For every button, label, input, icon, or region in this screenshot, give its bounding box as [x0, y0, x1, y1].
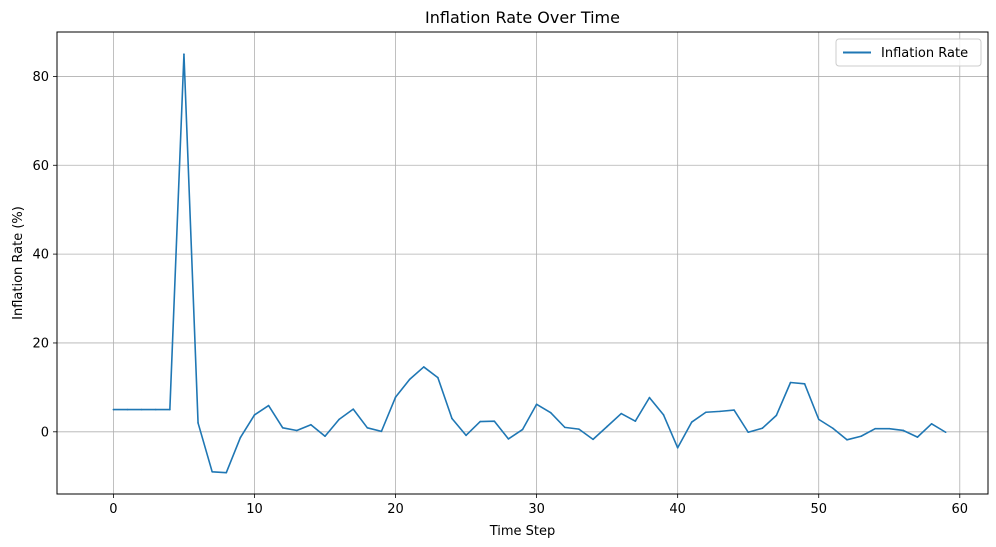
data-point	[846, 439, 848, 441]
data-point	[874, 427, 876, 430]
data-point	[183, 53, 185, 56]
legend-label: Inflation Rate	[881, 46, 968, 61]
data-point	[634, 420, 637, 422]
y-axis-ticks: 0 20 40 60 80	[32, 70, 57, 440]
data-point	[408, 378, 411, 381]
data-point	[916, 436, 919, 438]
data-point	[437, 376, 439, 379]
legend-box	[835, 38, 982, 67]
data-point	[888, 427, 891, 430]
data-point	[479, 420, 481, 423]
data-point	[930, 423, 933, 425]
data-point	[380, 430, 383, 433]
data-point	[733, 409, 735, 411]
data-point	[352, 408, 355, 410]
data-point	[465, 434, 467, 437]
data-point	[648, 396, 651, 399]
data-point	[860, 435, 862, 438]
data-point	[902, 429, 905, 432]
grid-lines	[57, 32, 988, 494]
data-point	[366, 427, 369, 429]
series-layer	[112, 53, 947, 474]
data-point	[564, 426, 566, 429]
x-tick-label: 50	[810, 502, 827, 517]
data-point	[676, 447, 679, 449]
chart-title: Inflation Rate Over Time	[425, 8, 620, 27]
x-tick-label: 10	[246, 502, 263, 517]
data-point	[817, 418, 820, 421]
y-axis-title: Inflation Rate (%)	[11, 206, 26, 320]
data-point	[832, 427, 834, 430]
data-point	[620, 412, 623, 415]
data-point	[324, 435, 326, 438]
data-point	[944, 431, 947, 434]
data-point	[775, 414, 778, 417]
data-point	[451, 417, 453, 420]
data-point	[267, 404, 270, 407]
data-point	[296, 429, 298, 432]
data-point	[507, 438, 510, 440]
y-tick-label: 0	[41, 425, 49, 440]
data-point	[549, 411, 552, 414]
x-tick-label: 30	[528, 502, 545, 517]
data-point	[112, 408, 115, 411]
data-point	[225, 471, 228, 474]
data-point	[606, 425, 608, 428]
plot-area-frame	[56, 31, 989, 495]
y-tick-label: 40	[32, 248, 49, 263]
data-point	[154, 408, 157, 411]
data-point	[253, 414, 256, 416]
data-point	[578, 428, 580, 430]
x-tick-label: 60	[952, 502, 969, 517]
data-point	[310, 423, 312, 426]
data-point	[747, 431, 749, 434]
data-point	[719, 410, 721, 413]
data-point	[662, 414, 665, 416]
y-tick-label: 80	[32, 70, 49, 85]
data-point	[761, 427, 764, 430]
legend: Inflation Rate	[835, 38, 982, 67]
x-axis-title: Time Step	[489, 524, 556, 539]
data-point	[197, 422, 199, 424]
y-tick-label: 60	[32, 159, 49, 174]
data-point	[140, 408, 143, 411]
data-point	[239, 436, 242, 439]
x-tick-label: 0	[109, 502, 117, 517]
data-point	[803, 383, 806, 385]
x-tick-label: 20	[387, 502, 404, 517]
x-tick-label: 40	[669, 502, 686, 517]
y-tick-label: 20	[32, 336, 49, 351]
data-point	[789, 381, 792, 384]
data-point	[535, 403, 538, 406]
data-point	[690, 421, 693, 423]
data-point	[592, 438, 594, 441]
data-point	[281, 427, 284, 429]
data-point	[705, 411, 707, 414]
data-point	[338, 418, 340, 421]
series-line	[113, 53, 947, 474]
data-point	[493, 420, 496, 422]
data-point	[126, 408, 129, 411]
data-point	[422, 366, 425, 368]
data-point	[211, 470, 213, 473]
x-axis-ticks: 0 10 20 30 40 50 60	[109, 494, 968, 517]
data-point	[394, 396, 397, 398]
data-point	[521, 428, 524, 431]
data-point	[169, 408, 171, 411]
